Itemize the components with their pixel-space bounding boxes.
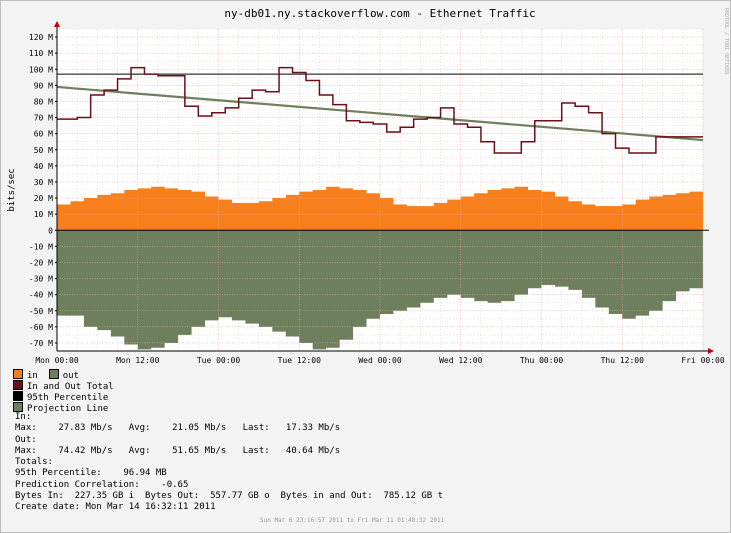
- y-tick-label: 110 M: [29, 49, 53, 58]
- y-tick-label: -30 M: [29, 275, 53, 284]
- y-tick-label: 70 M: [34, 114, 53, 123]
- y-tick-label: 90 M: [34, 81, 53, 90]
- y-axis-arrow: [54, 21, 60, 27]
- y-tick-label: -10 M: [29, 242, 53, 251]
- stats-block: In: Max: 27.83 Mb/s Avg: 21.05 Mb/s Last:…: [15, 412, 443, 514]
- y-tick-label: 120 M: [29, 33, 53, 42]
- y-tick-label: -40 M: [29, 291, 53, 300]
- legend-percentile: 95th Percentile: [13, 391, 109, 403]
- legend-label-total: In and Out Total: [27, 382, 114, 392]
- stats-bytes-line: Bytes In: 227.35 GB i Bytes Out: 557.77 …: [15, 491, 444, 502]
- stats-out-header: Out:: [15, 434, 37, 445]
- y-tick-label: 40 M: [34, 162, 53, 171]
- x-tick-label: Wed 00:00: [358, 356, 402, 365]
- y-tick-label: -60 M: [29, 323, 53, 332]
- stats-in-line: Max: 27.83 Mb/s Avg: 21.05 Mb/s Last: 17…: [15, 423, 341, 434]
- stats-percentile-line: 95th Percentile: 96.94 MB: [15, 468, 167, 479]
- x-tick-label: Fri 00:00: [681, 356, 725, 365]
- x-tick-label: Thu 12:00: [601, 356, 645, 365]
- legend-label-percentile: 95th Percentile: [27, 393, 109, 403]
- chart-title: ny-db01.ny.stackoverflow.com - Ethernet …: [224, 7, 535, 20]
- x-tick-label: Tue 00:00: [197, 356, 241, 365]
- stats-out-line: Max: 74.42 Mb/s Avg: 51.65 Mb/s Last: 40…: [15, 445, 341, 456]
- x-tick-label: Wed 12:00: [439, 356, 483, 365]
- y-tick-label: 30 M: [34, 178, 53, 187]
- stats-in-header: In:: [15, 412, 32, 422]
- legend-projection: Projection Line: [13, 402, 109, 414]
- legend-swatch-percentile: [13, 391, 23, 401]
- legend-label-out: out: [62, 371, 79, 381]
- stats-totals-header: Totals:: [15, 457, 53, 468]
- legend-swatch-in: [13, 369, 23, 379]
- legend-label-in: in: [27, 371, 38, 381]
- y-tick-label: 80 M: [34, 97, 53, 106]
- y-tick-label: 0: [48, 226, 53, 235]
- y-tick-label: -20 M: [29, 258, 53, 267]
- legend-swatch-total: [13, 380, 23, 390]
- y-tick-label: 10 M: [34, 210, 53, 219]
- legend-total: In and Out Total: [13, 380, 114, 392]
- legend-in-out: in out: [13, 369, 79, 381]
- x-tick-label: Mon 12:00: [116, 356, 160, 365]
- x-axis-arrow: [708, 348, 714, 354]
- y-tick-label: 100 M: [29, 65, 53, 74]
- stats-create-line: Create date: Mon Mar 14 16:32:11 2011: [15, 502, 216, 513]
- stats-correlation-line: Prediction Correlation: -0.65: [15, 479, 189, 490]
- legend-swatch-projection: [13, 402, 23, 412]
- x-tick-label: Thu 00:00: [520, 356, 564, 365]
- x-tick-label: Mon 00:00: [35, 356, 79, 365]
- projection-line: [56, 85, 704, 142]
- legend-swatch-out: [48, 369, 59, 379]
- rrdtool-credit: RRDTOOL / TOBI OETIKER: [723, 8, 729, 75]
- y-tick-label: 50 M: [34, 146, 53, 155]
- legend-label-projection: Projection Line: [27, 404, 109, 414]
- timespan-footer: Sun Mar 6 23:16:57 2011 to Fri Mar 11 01…: [260, 517, 445, 524]
- y-tick-label: -70 M: [29, 339, 53, 348]
- x-tick-label: Tue 12:00: [278, 356, 322, 365]
- y-tick-label: 60 M: [34, 130, 53, 139]
- total-line: [57, 66, 703, 154]
- y-tick-label: -50 M: [29, 307, 53, 316]
- y-tick-label: 20 M: [34, 194, 53, 203]
- y-axis-label: bits/sec: [7, 168, 17, 211]
